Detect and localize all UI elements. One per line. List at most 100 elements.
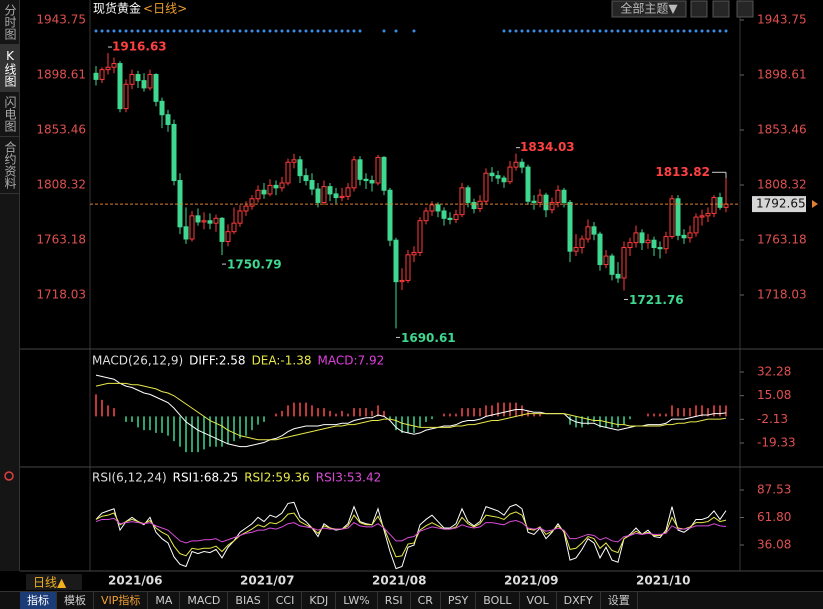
icon-button[interactable] [736, 0, 754, 18]
toolbar-tab[interactable]: MA [148, 592, 181, 609]
event-dot [724, 29, 728, 33]
icon-button[interactable] [690, 0, 708, 18]
candle-body [147, 74, 153, 89]
event-dot [502, 29, 506, 33]
candle-body [405, 254, 411, 281]
candle-body [141, 80, 147, 89]
event-dot [322, 29, 326, 33]
y-tick-label: 1808.32 [36, 178, 86, 192]
candle-body [663, 236, 669, 250]
event-dot [286, 29, 290, 33]
candle-body [363, 178, 369, 182]
candle-body [483, 172, 489, 202]
event-dot [382, 29, 386, 33]
toolbar-tab[interactable]: LW% [336, 592, 378, 609]
y-tick-label: 1718.03 [757, 288, 807, 302]
sidebar-tab[interactable]: 合约资料 [0, 137, 19, 194]
candle-body [489, 172, 495, 177]
toolbar-tab[interactable]: BIAS [228, 592, 269, 609]
chart-subtitle: <日线> [143, 2, 187, 16]
candle-body [705, 212, 711, 217]
event-dot [136, 29, 140, 33]
event-dot [514, 29, 518, 33]
indicator-line [95, 382, 727, 441]
event-dot [658, 29, 662, 33]
event-dot [706, 29, 710, 33]
event-dot [178, 29, 182, 33]
toolbar-tab[interactable]: MACD [180, 592, 229, 609]
event-dot [622, 29, 626, 33]
event-dot [334, 29, 338, 33]
event-dot [550, 29, 554, 33]
y-tick-label: 1763.18 [36, 233, 86, 247]
theme-button[interactable] [611, 0, 687, 18]
toolbar-tab[interactable]: 模板 [57, 592, 94, 609]
toolbar-tab[interactable]: VOL [520, 592, 557, 609]
toolbar-tab[interactable]: BOLL [476, 592, 520, 609]
toolbar-tab[interactable]: 指标 [20, 592, 57, 609]
y-tick-label: 1943.75 [36, 13, 86, 27]
candle-body [507, 166, 513, 183]
candle-body [699, 215, 705, 218]
candle-body [225, 231, 231, 242]
event-dot [346, 29, 350, 33]
event-dot [592, 29, 596, 33]
annotation-label: 1690.61 [401, 331, 456, 345]
candle-body [339, 195, 345, 199]
event-dot [556, 29, 560, 33]
price-arrow [812, 200, 818, 208]
candle-body [435, 204, 441, 212]
event-dot [166, 29, 170, 33]
candle-body [453, 214, 459, 221]
icon-button[interactable] [712, 0, 730, 18]
toolbar-tab[interactable]: CR [411, 592, 441, 609]
sidebar-tab[interactable]: K线图 [0, 45, 19, 92]
candle-body [717, 197, 723, 208]
candle-body [213, 217, 219, 224]
toolbar-tab[interactable]: PSY [441, 592, 477, 609]
toolbar-tab[interactable]: RSI [378, 592, 411, 609]
toolbar-tab[interactable]: VIP指标 [94, 592, 149, 609]
event-dot [310, 29, 314, 33]
settings-icon[interactable] [4, 471, 14, 481]
event-dot [160, 29, 164, 33]
event-dot [94, 29, 98, 33]
event-dot [688, 29, 692, 33]
toolbar-tab[interactable]: DXFY [557, 592, 601, 609]
event-dot [154, 29, 158, 33]
sidebar-tab[interactable]: 分时图 [0, 0, 19, 45]
candle-body [333, 193, 339, 199]
toolbar-tab[interactable]: KDJ [302, 592, 337, 609]
candle-body [549, 201, 555, 211]
candle-body [525, 166, 531, 202]
candle-body [459, 187, 465, 216]
legend-entry: DEA:-1.38 [252, 354, 312, 368]
candle-body [513, 161, 519, 168]
sidebar-tab[interactable]: 闪电图 [0, 92, 19, 137]
candle-body [627, 242, 633, 249]
period-box[interactable] [26, 574, 82, 590]
event-dot [544, 29, 548, 33]
period-label[interactable]: 日线▲ [33, 576, 67, 590]
event-dot [520, 29, 524, 33]
candle-body [99, 69, 105, 80]
theme-button-label[interactable]: 全部主题▼ [620, 1, 678, 16]
candle-body [195, 215, 201, 223]
event-dot [220, 29, 224, 33]
candle-body [543, 194, 549, 211]
y-tick-label: 1718.03 [36, 288, 86, 302]
event-dot [214, 29, 218, 33]
toolbar-tab[interactable]: 设置 [601, 592, 638, 609]
x-tick-label: 2021/06 [108, 574, 162, 588]
candle-body [105, 66, 111, 71]
toolbar-tab[interactable]: CCI [269, 592, 303, 609]
candle-body [123, 83, 129, 110]
y-tick-label: 32.28 [757, 364, 791, 378]
candle-body [393, 239, 399, 283]
event-dot [694, 29, 698, 33]
candle-body [471, 201, 477, 210]
event-dot [262, 29, 266, 33]
event-dot [256, 29, 260, 33]
event-dot [394, 29, 398, 33]
candle-body [255, 189, 261, 200]
